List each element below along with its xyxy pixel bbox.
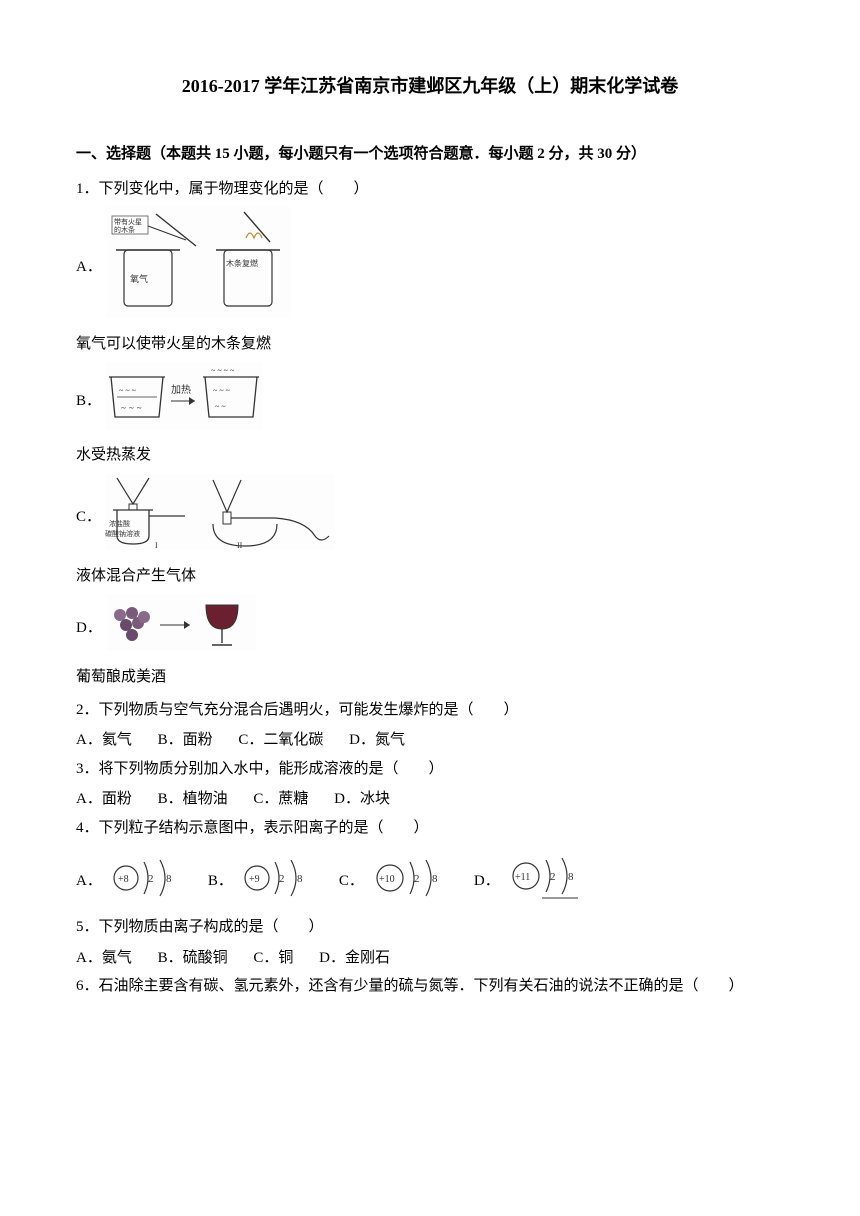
q4-option-a: A． +8 2 8 (76, 854, 180, 905)
q4-option-b: B． +9 2 8 (208, 854, 311, 905)
q4-b-diagram: +9 2 8 (239, 854, 311, 905)
svg-text:2: 2 (279, 873, 285, 885)
section-header: 一、选择题（本题共 15 小题，每小题只有一个选项符合题意．每小题 2 分，共 … (76, 142, 784, 163)
q6-stem: 6．石油除主要含有碳、氢元素外，还含有少量的硫与氮等．下列有关石油的说法不正确的… (76, 972, 784, 1001)
q5-b: B．硫酸铜 (158, 950, 228, 966)
svg-text:+9: +9 (249, 874, 260, 885)
q5-options: A．氨气 B．硫酸铜 C．铜 D．金刚石 (76, 944, 784, 973)
q1-c-caption: 液体混合产生气体 (76, 562, 784, 591)
svg-text:+11: +11 (515, 872, 530, 883)
svg-text:~ ~ ~ ~: ~ ~ ~ ~ (211, 366, 235, 375)
q3-d: D．冰块 (334, 791, 390, 807)
page-title: 2016-2017 学年江苏省南京市建邺区九年级（上）期末化学试卷 (76, 72, 784, 98)
q3-a: A．面粉 (76, 791, 132, 807)
q4-d-diagram: +11 2 8 (506, 852, 582, 907)
svg-text:氧气: 氧气 (130, 273, 148, 284)
svg-text:木条复燃: 木条复燃 (226, 258, 258, 268)
q5-stem: 5．下列物质由离子构成的是（ ） (76, 913, 784, 942)
q4-c-diagram: +10 2 8 (370, 854, 446, 905)
q1-b-image: ~~~ ~ ~ ~ 加热 ~ ~ ~ ~ ~ ~ ~ ~ ~ (105, 363, 263, 440)
q1-option-b: B． ~~~ ~ ~ ~ 加热 ~ ~ ~ ~ ~ ~ ~ ~ ~ (76, 363, 784, 440)
q1-a-caption: 氧气可以使带火星的木条复燃 (76, 330, 784, 359)
svg-text:~~~: ~~~ (121, 403, 145, 413)
q1-a-image: 带有火星 的木条 氧气 木条复燃 (106, 206, 290, 329)
svg-text:II: II (237, 541, 243, 550)
svg-text:+10: +10 (379, 874, 395, 885)
q1-option-c: C． 浓盐酸 碳酸钠溶液 I II (76, 474, 784, 561)
q4-b-label: B． (208, 869, 233, 890)
q1-b-caption: 水受热蒸发 (76, 441, 784, 470)
q4-option-d: D． +11 2 8 (474, 852, 582, 907)
q4-a-label: A． (76, 869, 102, 890)
svg-text:~ ~ ~: ~ ~ ~ (213, 386, 231, 395)
svg-text:8: 8 (432, 873, 438, 885)
svg-text:~ ~: ~ ~ (215, 402, 226, 411)
q1-a-label: A． (76, 253, 102, 282)
svg-text:的木条: 的木条 (114, 225, 135, 234)
svg-text:8: 8 (568, 871, 574, 883)
svg-text:2: 2 (414, 873, 420, 885)
q1-d-image (106, 595, 256, 662)
q3-options: A．面粉 B．植物油 C．蔗糖 D．冰块 (76, 785, 784, 814)
q1-c-label: C． (76, 503, 101, 532)
q2-options: A．氦气 B．面粉 C．二氧化碳 D．氮气 (76, 726, 784, 755)
q3-stem: 3．将下列物质分别加入水中，能形成溶液的是（ ） (76, 755, 784, 784)
q2-a: A．氦气 (76, 732, 132, 748)
q4-options: A． +8 2 8 B． +9 2 8 C． (76, 852, 784, 907)
q1-d-label: D． (76, 614, 102, 643)
svg-text:+8: +8 (118, 874, 129, 885)
q1-stem: 1．下列变化中，属于物理变化的是（ ） (76, 175, 784, 204)
q2-b: B．面粉 (158, 732, 213, 748)
svg-text:加热: 加热 (171, 383, 191, 396)
svg-text:2: 2 (550, 871, 556, 883)
q2-c: C．二氧化碳 (238, 732, 323, 748)
q1-option-d: D． (76, 595, 784, 662)
svg-text:2: 2 (148, 873, 154, 885)
q1-option-a: A． 带有火星 的木条 氧气 木条复燃 (76, 206, 784, 329)
q1-b-label: B． (76, 387, 101, 416)
q4-stem: 4．下列粒子结构示意图中，表示阳离子的是（ ） (76, 814, 784, 843)
q1-d-caption: 葡萄酿成美酒 (76, 663, 784, 692)
svg-text:~ ~ ~: ~ ~ ~ (119, 386, 137, 395)
q4-a-diagram: +8 2 8 (108, 854, 180, 905)
svg-text:带有火星: 带有火星 (114, 217, 142, 226)
svg-text:I: I (155, 541, 158, 550)
svg-text:8: 8 (297, 873, 303, 885)
q4-c-label: C． (339, 869, 364, 890)
q3-b: B．植物油 (158, 791, 228, 807)
svg-text:碳酸钠溶液: 碳酸钠溶液 (105, 529, 140, 538)
q5-c: C．铜 (253, 950, 293, 966)
q2-stem: 2．下列物质与空气充分混合后遇明火，可能发生爆炸的是（ ） (76, 696, 784, 725)
svg-text:8: 8 (166, 873, 172, 885)
q5-d: D．金刚石 (319, 950, 390, 966)
svg-text:浓盐酸: 浓盐酸 (109, 519, 130, 528)
q3-c: C．蔗糖 (253, 791, 308, 807)
q4-d-label: D． (474, 869, 500, 890)
q5-a: A．氨气 (76, 950, 132, 966)
q2-d: D．氮气 (349, 732, 405, 748)
q1-c-image: 浓盐酸 碳酸钠溶液 I II (105, 474, 335, 561)
q4-option-c: C． +10 2 8 (339, 854, 446, 905)
